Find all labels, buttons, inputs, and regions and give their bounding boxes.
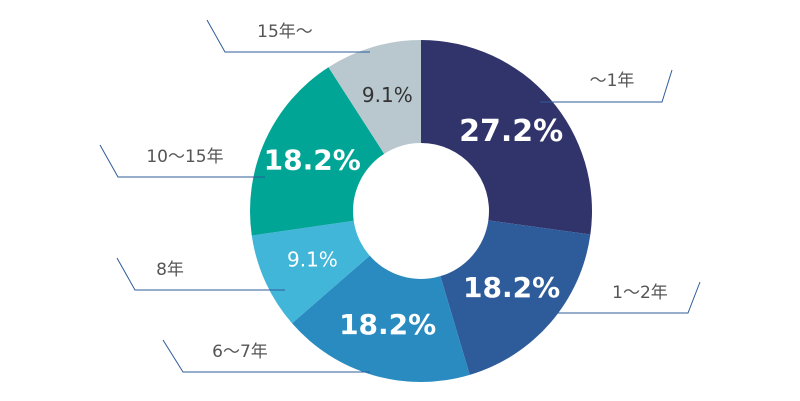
category-label: 15年～ [257,22,313,42]
leader-line [99,144,265,178]
category-label: 10～15年 [146,147,223,167]
value-label: 9.1% [362,83,413,107]
category-label: 8年 [156,260,184,280]
value-label: 18.2% [463,271,560,304]
donut-slice [328,40,421,154]
leader-line [116,257,285,291]
value-label: 27.2% [459,114,563,149]
value-label: 18.2% [264,143,361,176]
value-label: 18.2% [339,308,436,341]
leader-line [206,19,370,53]
value-label: 9.1% [287,247,338,271]
donut-slice [421,40,592,235]
leader-line [540,69,673,103]
leader-line [555,281,701,314]
donut-slice [251,220,370,324]
category-label: 1～2年 [612,283,668,303]
leader-line [162,339,370,373]
donut-slice [440,220,591,375]
donut-slice [292,255,470,382]
category-label: ～1年 [590,71,635,91]
category-label: 6～7年 [212,342,268,362]
donut-slice [250,67,385,236]
